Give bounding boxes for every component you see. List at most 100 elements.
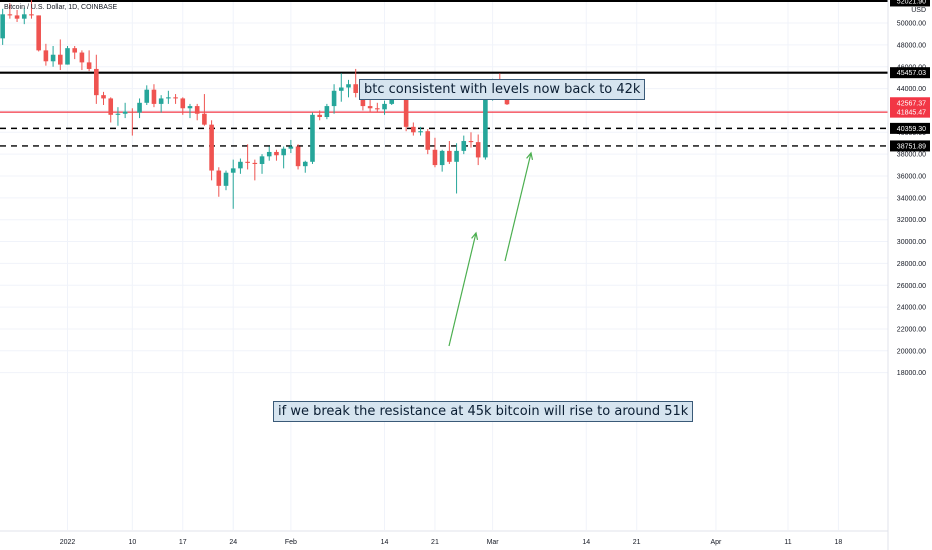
candle-body xyxy=(0,14,5,39)
candle-body xyxy=(72,48,78,53)
y-axis-unit: USD xyxy=(911,7,926,14)
candle-body xyxy=(259,156,265,164)
candle-body xyxy=(137,102,142,113)
level-price-tag: 38751.89 xyxy=(897,143,926,150)
candle-body xyxy=(317,114,322,118)
arrow-up-to-resistance xyxy=(448,232,477,347)
time-axis[interactable]: 2022 10 17 24 Feb 14 21 Mar 14 21 Apr 11 18 xyxy=(0,530,888,546)
candle-body xyxy=(144,89,150,103)
y-tick-label: 32000.00 xyxy=(897,217,926,224)
candle-body xyxy=(180,98,186,109)
candle-body xyxy=(468,141,474,143)
candle-series xyxy=(0,0,510,209)
candle-body xyxy=(57,54,63,65)
candle-body xyxy=(187,106,193,109)
price-line-tag-bg xyxy=(890,106,930,118)
y-tick-label: 44000.00 xyxy=(897,86,926,93)
y-tick-label: 34000.00 xyxy=(897,195,926,202)
candle-body xyxy=(252,162,258,164)
x-tick-label: 17 xyxy=(179,539,187,546)
candle-body xyxy=(209,124,214,171)
arrow-up-to-resistance-head xyxy=(471,231,479,240)
candle-body xyxy=(346,84,351,88)
y-tick-label: 36000.00 xyxy=(897,174,926,181)
level-price-tag-bg xyxy=(890,0,930,7)
y-tick-label: 20000.00 xyxy=(897,348,926,355)
candle-body xyxy=(36,15,41,51)
candle-body xyxy=(338,87,344,91)
candle-body xyxy=(274,151,279,156)
x-tick-label: Apr xyxy=(710,539,722,546)
y-tick-label: 48000.00 xyxy=(897,42,926,49)
candle-body xyxy=(173,97,178,99)
candle-body xyxy=(166,97,171,99)
y-tick-label: 28000.00 xyxy=(897,261,926,268)
candle-body xyxy=(310,114,315,162)
level-price-tag: 52021.90 xyxy=(897,0,926,5)
projection-arrows xyxy=(448,151,534,347)
y-tick-label: 38000.00 xyxy=(897,152,926,159)
x-tick-label: 18 xyxy=(835,539,843,546)
candle-body xyxy=(302,161,308,167)
chart-title: Bitcoin / U.S. Dollar, 1D, COINBASE xyxy=(4,4,118,11)
candle-body xyxy=(50,54,56,62)
candle-body xyxy=(367,106,373,109)
candle-body xyxy=(79,52,85,63)
price-axis[interactable]: 18000.00 20000.00 22000.00 24000.00 26000.00… xyxy=(887,0,930,550)
candle-body xyxy=(245,161,250,163)
x-tick-label: 11 xyxy=(784,539,791,546)
arrow-target-51k-head xyxy=(526,151,534,160)
y-tick-label: 26000.00 xyxy=(897,283,926,290)
arrow-target-51k xyxy=(504,152,532,262)
level-lines xyxy=(0,0,888,147)
candle-body xyxy=(295,146,301,167)
candle-body xyxy=(461,141,467,151)
candle-body xyxy=(353,84,358,93)
x-tick-label: 14 xyxy=(582,539,590,546)
candle-body xyxy=(238,161,243,169)
candle-body xyxy=(324,106,330,118)
candle-body xyxy=(288,146,294,149)
level-price-tag: 40359.30 xyxy=(897,126,926,133)
candle-body xyxy=(454,150,459,162)
candle-body xyxy=(439,150,445,166)
candle-body xyxy=(151,89,157,104)
x-tick-label: Mar xyxy=(487,539,500,546)
candle-body xyxy=(447,150,452,162)
candle-body xyxy=(202,113,207,125)
candle-body xyxy=(418,131,423,133)
price-line-tag: 41845.47 xyxy=(897,110,926,117)
candle-body xyxy=(86,62,92,69)
candle-body xyxy=(7,14,13,16)
candle-body xyxy=(375,108,380,110)
candle-body xyxy=(425,131,431,150)
candle-body xyxy=(21,14,27,19)
level-price-tag-bg xyxy=(890,67,930,79)
candle-body xyxy=(94,68,99,96)
x-tick-label: 21 xyxy=(431,539,439,546)
candle-body xyxy=(122,111,128,114)
current-price-tag: 42567.37 xyxy=(897,100,926,107)
x-tick-label: 2022 xyxy=(60,539,76,546)
candle-body xyxy=(266,151,272,157)
candle-body xyxy=(223,172,229,186)
x-tick-label: 14 xyxy=(381,539,389,546)
candle-body xyxy=(281,148,286,156)
candle-body xyxy=(158,98,164,104)
y-tick-label: 50000.00 xyxy=(897,21,926,28)
candle-body xyxy=(43,50,49,62)
annotation-bottom-note[interactable]: if we break the resistance at 45k bitcoi… xyxy=(273,401,694,422)
annotation-top-note[interactable]: btc consistent with levels now back to 4… xyxy=(359,79,646,100)
x-tick-label: 21 xyxy=(633,539,641,546)
candle-body xyxy=(14,15,20,19)
candle-body xyxy=(331,90,337,107)
candle-body xyxy=(411,126,416,133)
level-price-tag-bg xyxy=(890,122,930,134)
level-price-tag-bg xyxy=(890,140,930,152)
candle-body xyxy=(230,168,236,173)
x-tick-label: 10 xyxy=(128,539,136,546)
candle-body xyxy=(115,113,121,115)
candle-body xyxy=(29,14,34,16)
candle-body xyxy=(483,97,488,158)
